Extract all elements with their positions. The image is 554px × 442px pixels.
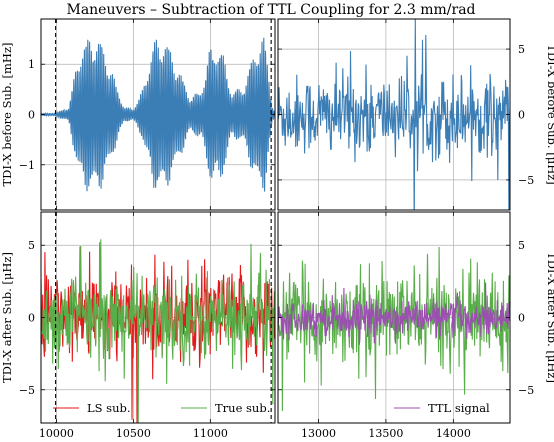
y-axis-label: TDI-X before Sub. [mHz] (0, 43, 14, 187)
panel-top-right: −5 0 5 TDI-X before Sub. [μHz] (277, 18, 554, 211)
legend-label: True sub. (215, 401, 270, 415)
x-tick-label: 11000 (193, 427, 228, 440)
x-tick-label: 10000 (39, 427, 74, 440)
y-tick-label: 5 (28, 239, 35, 252)
y-axis-label: TDI-X before Sub. [μHz] (545, 44, 554, 185)
panels-container: −1 0 1 TDI-X before Sub. [mHz] −5 0 5 TDI-X bef… (0, 18, 554, 442)
legend: LS sub. True sub. (53, 401, 270, 415)
y-tick-label: 0 (28, 109, 35, 122)
series-line-true_sub (278, 246, 510, 412)
y-tick-label: 0 (28, 312, 35, 325)
legend: TTL signal (394, 401, 490, 415)
x-axis-label: time [s] (136, 440, 181, 442)
x-tick-label: 13000 (301, 427, 336, 440)
y-tick-label: 5 (518, 239, 525, 252)
y-tick-label: −5 (518, 174, 534, 187)
x-tick-label: 14000 (436, 427, 471, 440)
x-tick-label: 10500 (116, 427, 151, 440)
y-tick-label: −5 (19, 384, 35, 397)
panel-bottom-left: −5 0 5 10000 10500 11000 TDI-X after Sub. [μHz… (0, 211, 276, 442)
y-axis-label: TDI-X after Sub. [μHz] (545, 252, 554, 383)
series-line-before (278, 19, 510, 210)
x-tick-label: 13500 (368, 427, 403, 440)
series-line-before (41, 37, 275, 192)
y-tick-label: 0 (518, 109, 525, 122)
legend-label: TTL signal (428, 401, 490, 415)
y-tick-label: −5 (518, 384, 534, 397)
y-tick-label: 1 (28, 58, 35, 71)
series-group (278, 246, 510, 412)
y-tick-label: 5 (518, 43, 525, 56)
series-group (41, 37, 275, 192)
chart-title: Maneuvers – Subtraction of TTL Coupling … (66, 2, 475, 18)
legend-label: LS sub. (87, 401, 131, 415)
x-axis-label: time [s] (372, 440, 417, 442)
y-tick-label: 0 (518, 312, 525, 325)
series-group (41, 239, 275, 423)
panel-top-left: −1 0 1 TDI-X before Sub. [mHz] (0, 18, 276, 211)
series-line-ttl-signal (278, 282, 510, 345)
panel-bottom-right: −5 0 5 13000 13500 14000 TDI-X after Sub. [μHz… (277, 211, 554, 442)
series-line-true-sub- (41, 239, 275, 423)
series-group (278, 19, 510, 210)
y-axis-label: TDI-X after Sub. [μHz] (0, 252, 14, 383)
y-tick-label: −1 (19, 159, 35, 172)
